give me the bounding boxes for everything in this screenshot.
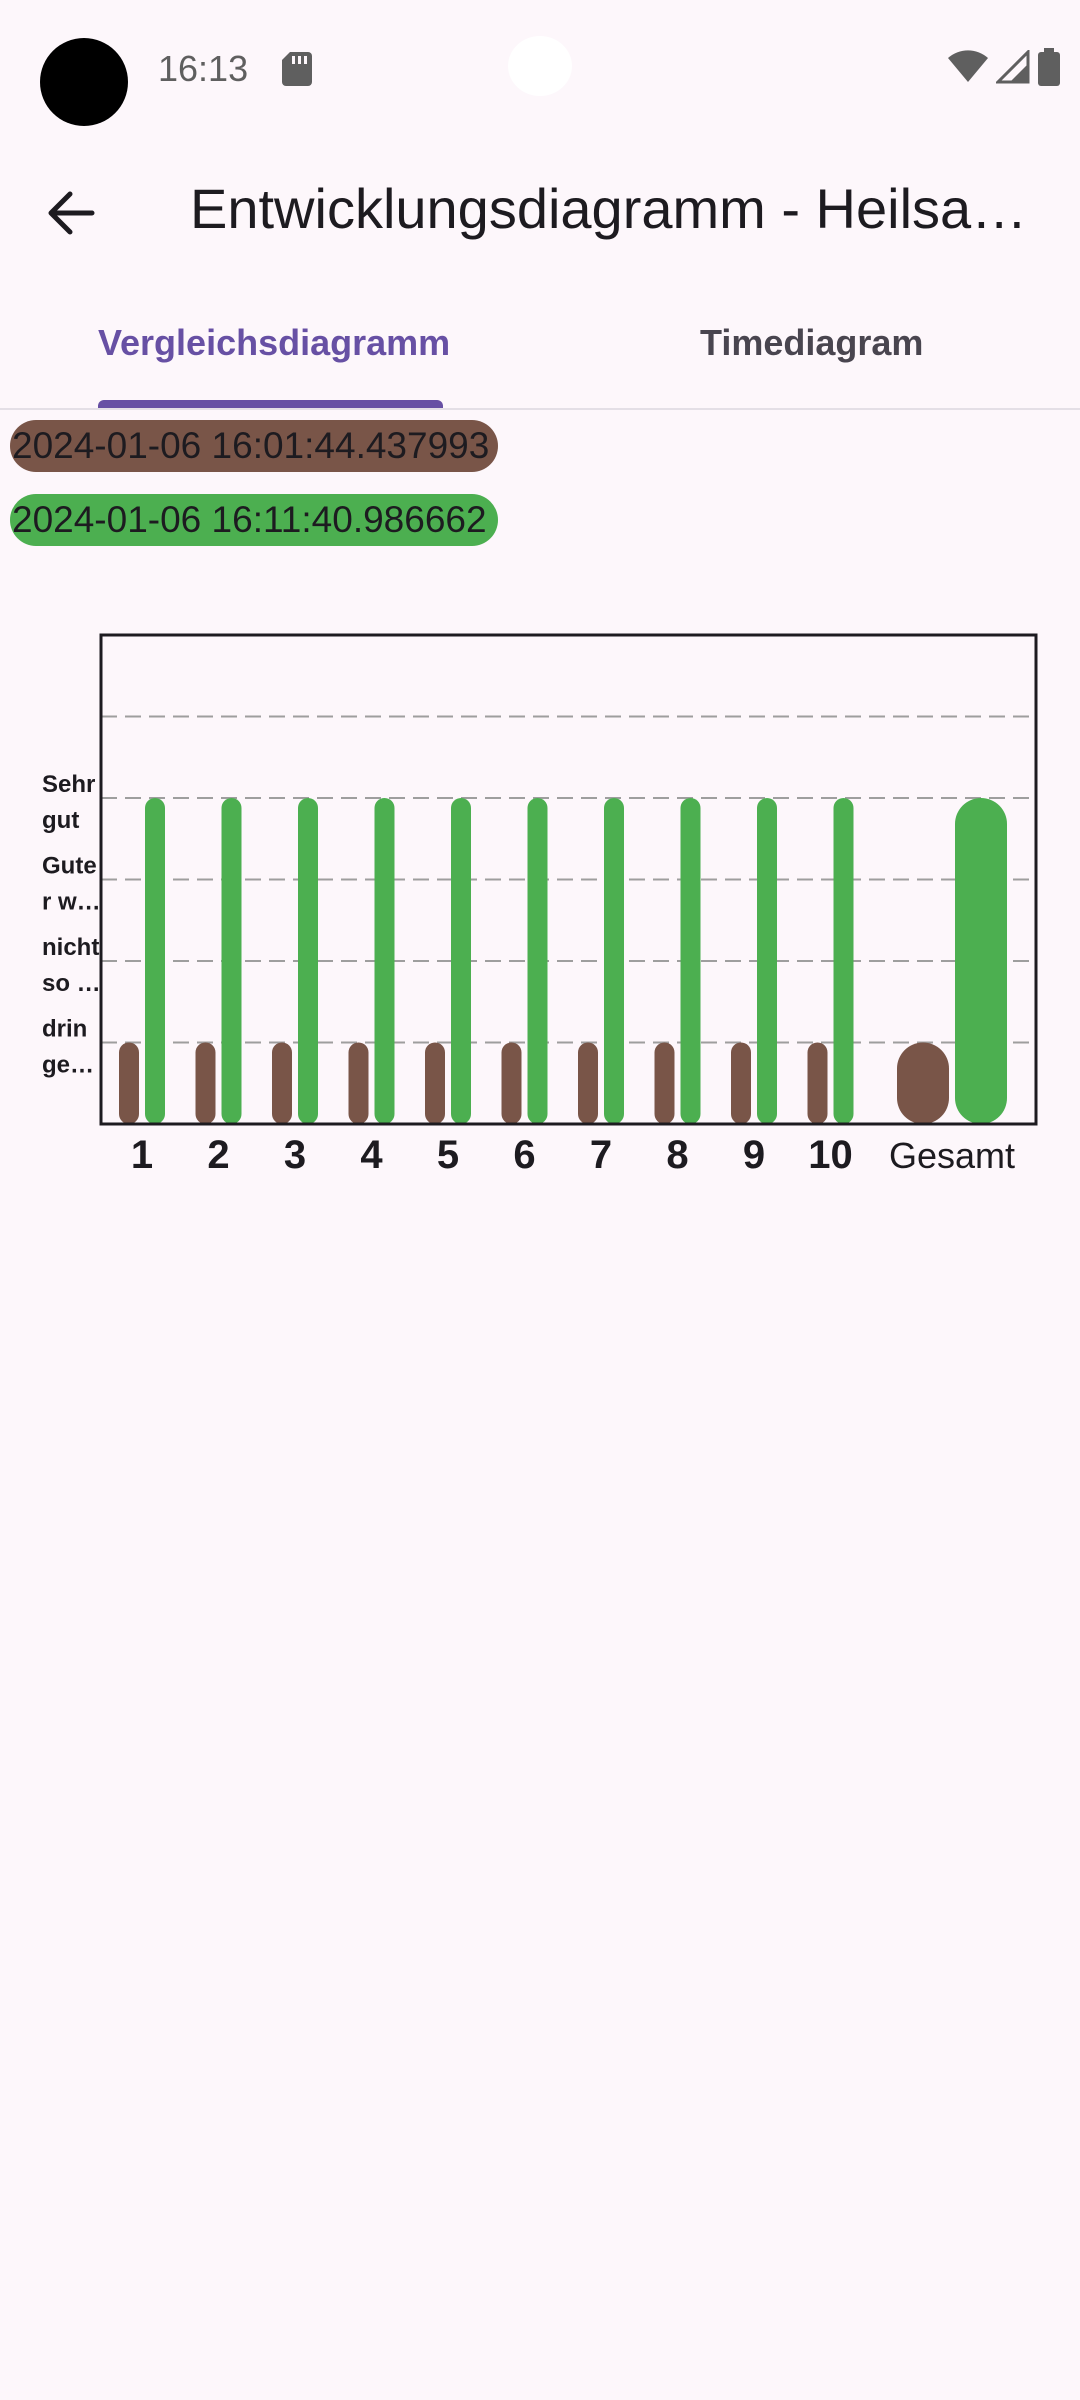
- x-tick-label: 7: [590, 1133, 612, 1177]
- y-tick-label: so …: [42, 970, 101, 997]
- x-tick-label: 6: [513, 1133, 535, 1177]
- back-button[interactable]: [36, 178, 106, 248]
- bar: [221, 798, 242, 1124]
- bar: [298, 798, 318, 1124]
- x-tick-label: 2: [207, 1133, 229, 1177]
- y-tick-label: r w…: [42, 889, 101, 916]
- tab-indicator: [98, 400, 443, 408]
- legend-chip-first: 2024-01-06 16:01:44.437993: [10, 420, 498, 472]
- y-tick-label: ge…: [42, 1052, 94, 1079]
- bar: [272, 1042, 292, 1124]
- status-time: 16:13: [158, 48, 249, 89]
- bar: [425, 1042, 445, 1124]
- cell-signal-icon: [996, 50, 1030, 84]
- bar: [451, 798, 471, 1124]
- bar: [731, 1042, 751, 1124]
- bar: [807, 1042, 828, 1124]
- tab-vergleichsdiagramm[interactable]: Vergleichsdiagramm: [98, 322, 451, 363]
- bar: [501, 1042, 522, 1124]
- bar: [374, 798, 395, 1124]
- chart-frame: [99, 633, 1038, 1126]
- x-tick-label: 9: [743, 1133, 765, 1177]
- page-title: Entwicklungsdiagramm - Heilsa…: [190, 177, 1028, 240]
- y-tick-label: drin: [42, 1016, 87, 1043]
- bar: [348, 1042, 369, 1124]
- chart-canvas: drin ge… nicht so … Gute r w… Sehr gut 1 2 3 4 5 6 7 8 9…: [42, 633, 1038, 1177]
- sd-card-icon: [282, 52, 312, 86]
- wifi-icon: [948, 50, 988, 82]
- x-tick-label: 3: [284, 1133, 306, 1177]
- bar: [680, 798, 701, 1124]
- bar: [119, 1042, 139, 1124]
- y-tick-label: gut: [42, 807, 79, 834]
- arrow-back-icon: [48, 191, 95, 235]
- x-tick-label: 4: [360, 1133, 383, 1177]
- y-tick-label: Sehr: [42, 771, 95, 798]
- bar: [604, 798, 624, 1124]
- y-tick-label: Gute: [42, 853, 97, 880]
- gesamt-bar: [955, 798, 1007, 1124]
- legend-chip-second: 2024-01-06 16:11:40.986662: [10, 494, 498, 546]
- bar: [578, 1042, 598, 1124]
- comparison-chart: drin ge… nicht so … Gute r w… Sehr gut 1 2 3 4 5 6 7 8 9…: [0, 600, 1080, 1200]
- front-camera: [508, 36, 572, 96]
- bar: [654, 1042, 675, 1124]
- system-icons: [948, 48, 1060, 86]
- tab-timediagram[interactable]: Timediagram: [700, 322, 924, 363]
- x-tick-label: Gesamt: [889, 1135, 1015, 1176]
- bar: [757, 798, 777, 1124]
- bar: [833, 798, 854, 1124]
- battery-icon: [1038, 48, 1060, 86]
- bar: [145, 798, 165, 1124]
- camera-cutout: [40, 38, 128, 126]
- bar: [195, 1042, 216, 1124]
- y-tick-label: nicht: [42, 934, 99, 961]
- x-tick-label: 5: [437, 1133, 459, 1177]
- x-tick-label: 8: [666, 1133, 688, 1177]
- app-bar: Entwicklungsdiagramm - Heilsa…: [0, 140, 1080, 276]
- tab-bar: Vergleichsdiagramm Timediagram: [0, 300, 1080, 410]
- status-bar: 16:13: [0, 0, 1080, 140]
- gesamt-bar: [897, 1042, 949, 1124]
- bar: [527, 798, 548, 1124]
- x-tick-label: 1: [131, 1133, 153, 1177]
- x-tick-label: 10: [808, 1133, 853, 1177]
